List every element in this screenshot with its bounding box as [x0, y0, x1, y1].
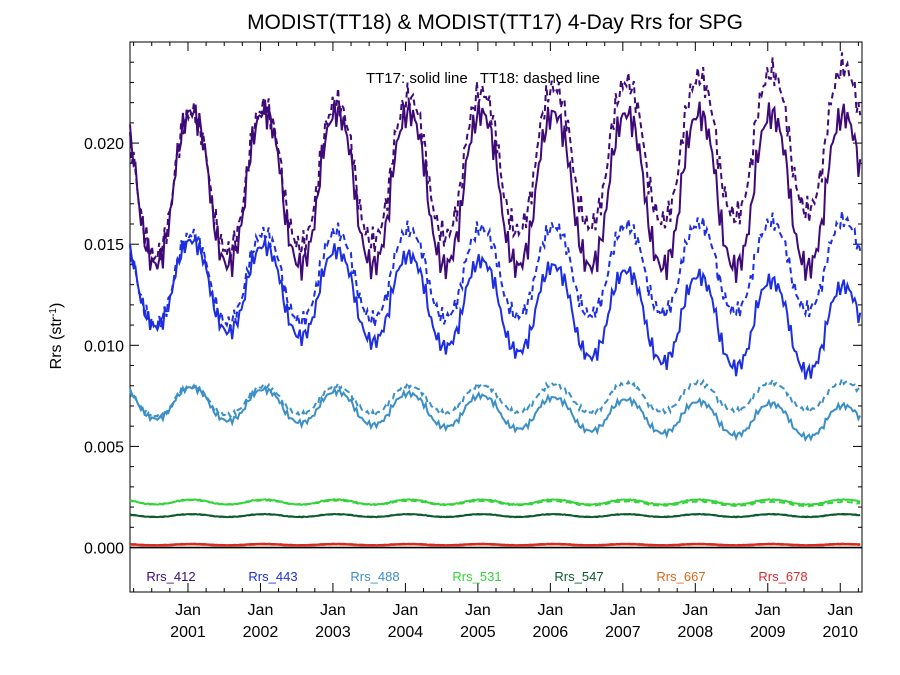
series-line-rrs-531-dashed [129, 498, 861, 508]
y-tick-label: 0.015 [84, 237, 124, 254]
x-tick-label-year: 2008 [678, 624, 714, 641]
x-tick-label-month: Jan [175, 602, 201, 619]
legend-entry: Rrs_488 [350, 569, 399, 584]
x-tick-label-month: Jan [755, 602, 781, 619]
x-tick-label-year: 2007 [605, 624, 641, 641]
x-tick-label-month: Jan [610, 602, 636, 619]
x-tick-label-month: Jan [320, 602, 346, 619]
y-axis-label-main: Rrs (str [48, 316, 65, 369]
x-tick-label-month: Jan [393, 602, 419, 619]
legend-entry: Rrs_547 [554, 569, 603, 584]
series-line-rrs-488-dashed [129, 375, 862, 419]
y-axis-label: Rrs (str-1) [48, 303, 66, 370]
y-tick-label: 0.010 [84, 338, 124, 355]
x-tick-label-year: 2002 [243, 624, 279, 641]
series-line-rrs-443-dashed [129, 210, 862, 329]
x-tick-label-month: Jan [248, 602, 274, 619]
x-tick-labels: Jan 2001 Jan 2002 Jan 2003 Jan 2004 Jan 2005 Jan 20… [170, 602, 858, 641]
y-tick-label: 0.020 [84, 136, 124, 153]
line-style-note: TT17: solid line TT18: dashed line [366, 70, 600, 87]
y-tick-label: 0.000 [84, 541, 124, 558]
x-tick-label-month: Jan [682, 602, 708, 619]
series-line-rrs-412-dashed [129, 52, 862, 263]
series-line-rrs-443-solid [129, 233, 862, 380]
legend-entry: Rrs_412 [146, 569, 195, 584]
x-tick-label-year: 2010 [822, 624, 858, 641]
y-axis-label-end: ) [48, 303, 65, 308]
legend-entry: Rrs_443 [248, 569, 297, 584]
x-tick-label-year: 2001 [170, 624, 206, 641]
legend-entry: Rrs_678 [758, 569, 807, 584]
series-line-rrs-547-dashed [129, 513, 861, 519]
chart-title: MODIST(TT18) & MODIST(TT17) 4-Day Rrs fo… [247, 11, 743, 34]
x-tick-label-year: 2003 [315, 624, 351, 641]
x-tick-label-year: 2004 [388, 624, 424, 641]
series-line-rrs-412-solid [129, 99, 862, 283]
x-tick-label-year: 2009 [750, 624, 786, 641]
x-tick-label-year: 2005 [460, 624, 496, 641]
y-tick-labels: 0.000 0.005 0.010 0.015 0.020 [84, 136, 124, 557]
legend-entry: Rrs_531 [452, 569, 501, 584]
x-tick-label-month: Jan [827, 602, 853, 619]
series-line-rrs-488-solid [129, 384, 862, 443]
y-axis-label-sup: -1 [48, 308, 59, 317]
legend-entry: Rrs_667 [656, 569, 705, 584]
plot-area [129, 41, 863, 593]
x-tick-label-month: Jan [465, 602, 491, 619]
y-tick-label: 0.005 [84, 439, 124, 456]
x-tick-label-year: 2006 [533, 624, 569, 641]
x-tick-label-month: Jan [537, 602, 563, 619]
legend: Rrs_412 Rrs_443 Rrs_488 Rrs_531 Rrs_547 Rrs_6… [146, 569, 807, 584]
series-line-rrs-678-dashed [129, 542, 861, 547]
